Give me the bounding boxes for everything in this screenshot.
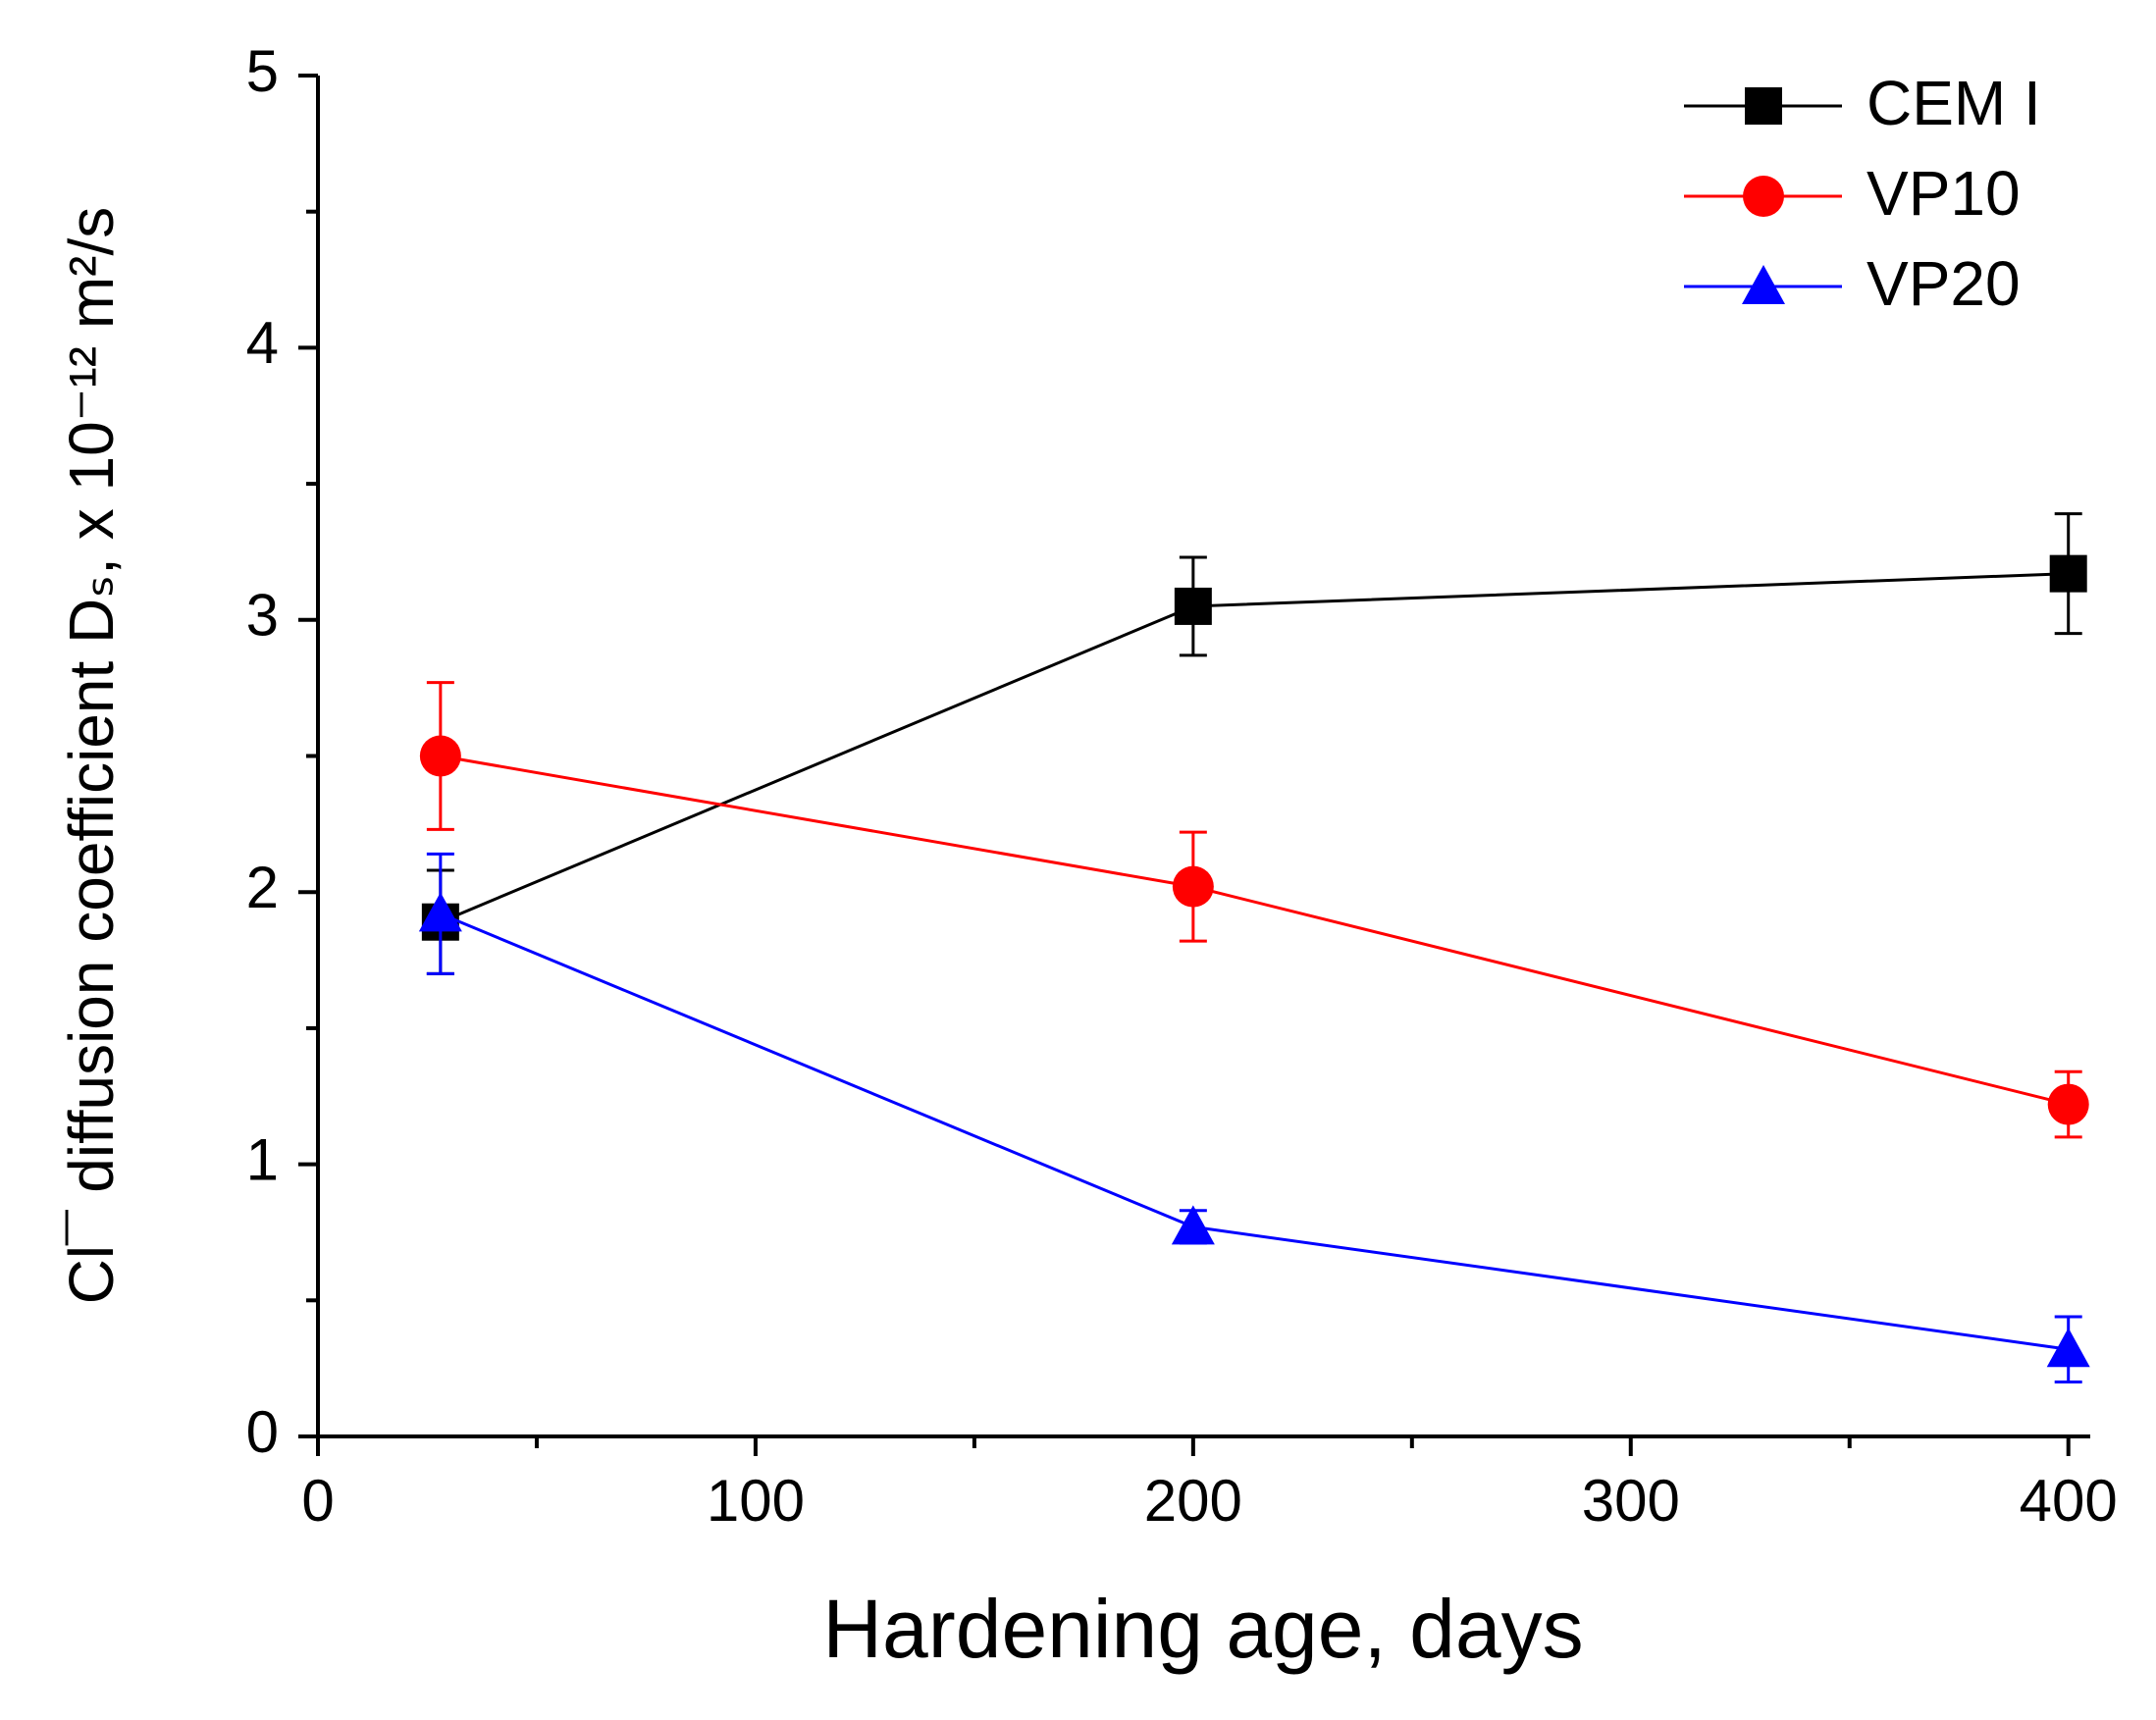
series-line <box>440 572 2069 924</box>
series-line <box>440 755 2070 1107</box>
y-tick-label: 4 <box>246 310 279 376</box>
legend-label: CEM I <box>1867 68 2041 138</box>
y-tick-label: 0 <box>246 1399 279 1465</box>
x-tick-label: 0 <box>301 1468 334 1534</box>
y-tick-label: 1 <box>246 1126 279 1192</box>
marker <box>2046 1328 2090 1368</box>
x-tick-label: 400 <box>2020 1468 2118 1534</box>
x-tick-label: 100 <box>707 1468 805 1534</box>
y-tick-label: 2 <box>246 855 279 920</box>
series-line <box>440 912 2069 1351</box>
marker <box>418 892 462 932</box>
marker <box>1172 865 1214 908</box>
legend-label: VP10 <box>1867 158 2021 229</box>
marker <box>2049 554 2087 593</box>
legend-marker <box>1745 87 1782 125</box>
marker <box>2047 1083 2089 1125</box>
legend-marker <box>1742 265 1785 304</box>
marker <box>419 735 461 777</box>
marker <box>1171 1205 1215 1245</box>
y-axis-title: Cl¯ diffusion coefficient Dₛ, x 10⁻¹² m²… <box>56 207 127 1305</box>
legend-label: VP20 <box>1867 248 2021 319</box>
x-tick-label: 300 <box>1582 1468 1680 1534</box>
legend-marker <box>1743 176 1784 217</box>
x-tick-label: 200 <box>1144 1468 1242 1534</box>
x-axis-title: Hardening age, days <box>822 1583 1583 1675</box>
marker <box>1174 587 1212 625</box>
y-tick-label: 5 <box>246 38 279 104</box>
y-tick-label: 3 <box>246 583 279 649</box>
